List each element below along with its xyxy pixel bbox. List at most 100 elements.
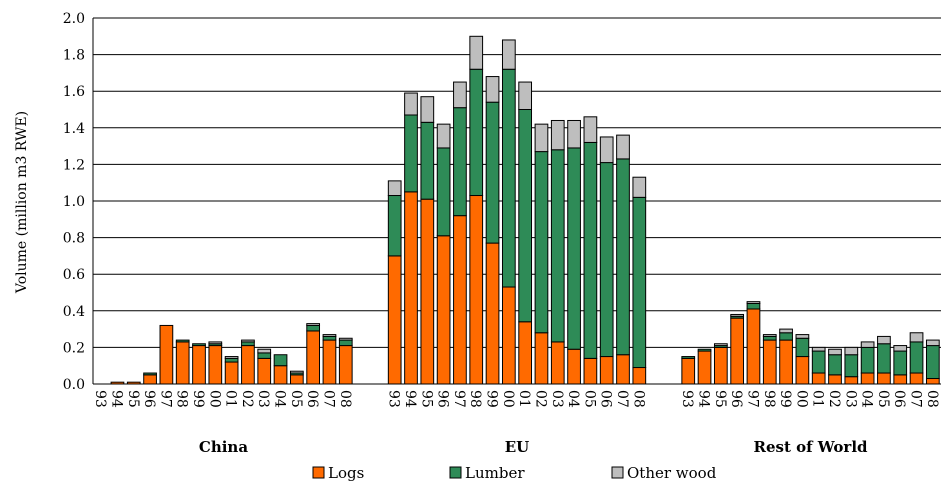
bar-segment: [860, 372, 875, 385]
group-label: Rest of World: [754, 438, 869, 456]
bar-segment: [909, 372, 924, 385]
bar-segment: [501, 39, 516, 70]
bar-segment: [909, 332, 924, 343]
bar-segment: [192, 345, 206, 385]
bar-segment: [567, 348, 581, 385]
bar-segment: [550, 341, 565, 385]
bar-segment: [925, 378, 940, 385]
bar-segment: [322, 335, 337, 341]
bar-segment: [877, 335, 891, 345]
legend-label: Logs: [328, 464, 364, 482]
bar-segment: [469, 195, 484, 385]
bar-segment: [387, 180, 402, 197]
bar-segment: [338, 337, 353, 341]
bar-segment: [306, 323, 321, 326]
bar-segment: [616, 158, 630, 356]
bar-segment: [420, 198, 435, 385]
bar-segment: [681, 357, 696, 385]
bar-segment: [322, 334, 337, 337]
legend-label: Other wood: [627, 464, 717, 482]
x-tick-label: 04: [859, 390, 875, 408]
bar-segment: [925, 339, 940, 347]
x-tick-label: 01: [810, 390, 826, 408]
x-tick-label: 94: [696, 390, 712, 408]
bar-segment: [779, 332, 793, 341]
bars: [110, 35, 940, 385]
bar-segment: [224, 361, 239, 385]
x-tick-label: 94: [108, 390, 124, 408]
bar-segment: [550, 149, 565, 343]
bar-segment: [436, 123, 451, 149]
bar-segment: [811, 372, 826, 385]
bar-segment: [159, 324, 174, 385]
bar-segment: [387, 255, 402, 385]
x-tick-label: 93: [92, 390, 108, 408]
x-tick-label: 99: [190, 390, 206, 408]
bar-segment: [844, 376, 859, 385]
bar-segment: [616, 134, 630, 160]
bar-segment: [713, 343, 728, 347]
bar-segment: [893, 374, 908, 385]
bar-segment: [762, 334, 777, 337]
x-tick-label: 97: [451, 390, 467, 408]
bar-segment: [518, 321, 533, 385]
bar-segment: [338, 339, 353, 347]
bar-segment: [241, 345, 255, 385]
bar-segment: [877, 372, 891, 385]
bar-segment: [599, 162, 614, 358]
bar-segment: [404, 92, 418, 116]
bar-segment: [338, 345, 353, 385]
bar-segment: [844, 354, 859, 378]
bar-segment: [713, 346, 728, 385]
bar-segment: [273, 354, 288, 367]
bar-segment: [599, 356, 614, 385]
y-tick-label: 1.4: [63, 121, 85, 137]
bar-segment: [746, 308, 761, 385]
x-tick-label: 02: [239, 390, 255, 408]
bar-segment: [632, 176, 647, 198]
x-tick-label: 00: [206, 390, 222, 408]
bar-segment: [453, 215, 467, 385]
bar-segment: [534, 151, 549, 334]
y-tick-label: 1.6: [63, 84, 85, 100]
bar-segment: [469, 35, 484, 70]
x-tick-label: 07: [614, 390, 630, 408]
y-tick-label: 0.8: [63, 231, 85, 247]
bar-segment: [860, 341, 875, 348]
x-tick-label: 93: [386, 390, 402, 408]
x-tick-label: 06: [598, 390, 614, 408]
legend-swatch: [312, 466, 325, 479]
bar-segment: [795, 334, 810, 339]
y-tick-label: 0.0: [63, 377, 85, 393]
legend-label: Lumber: [465, 464, 525, 482]
bar-segment: [811, 346, 826, 352]
x-tick-label: 96: [728, 390, 744, 408]
bar-segment: [485, 242, 500, 385]
bar-segment: [697, 348, 712, 352]
bar-segment: [925, 345, 940, 380]
x-tick-label: 05: [581, 390, 597, 408]
x-tick-label: 95: [418, 390, 434, 408]
bar-segment: [436, 147, 451, 237]
bar-segment: [306, 324, 321, 332]
bar-segment: [599, 136, 614, 164]
x-tick-label: 98: [174, 390, 190, 408]
bar-segment: [387, 195, 402, 257]
bar-segment: [779, 328, 793, 334]
bar-segment: [404, 114, 418, 193]
x-tick-label: 97: [157, 390, 173, 408]
x-tick-label: 98: [467, 390, 483, 408]
bar-segment: [697, 350, 712, 385]
bar-segment: [257, 348, 272, 354]
x-tick-label: 01: [516, 390, 532, 408]
bar-segment: [469, 68, 484, 197]
group-label: EU: [505, 438, 530, 456]
bar-segment: [208, 345, 223, 385]
bar-segment: [583, 357, 598, 385]
bar-segment: [436, 235, 451, 385]
bar-segment: [844, 346, 859, 356]
x-tick-label: 03: [549, 390, 565, 408]
bar-segment: [175, 339, 190, 343]
x-tick-label: 05: [288, 390, 304, 408]
x-tick-label: 04: [565, 390, 581, 408]
